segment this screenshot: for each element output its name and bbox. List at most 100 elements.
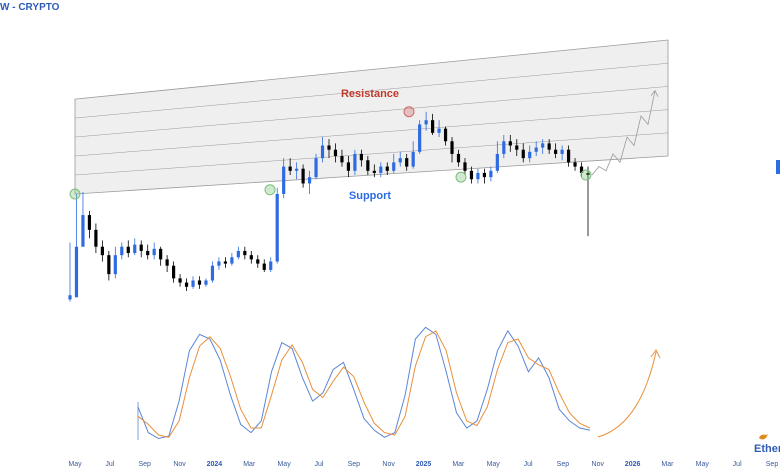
resistance-touch-marker	[403, 106, 415, 118]
candle-body	[320, 145, 325, 159]
x-axis-tick-label: Mar	[452, 461, 465, 468]
candle-body	[515, 145, 519, 150]
candle-body	[314, 158, 318, 178]
channel-inner-line	[74, 62, 669, 119]
x-axis-tick-label: Mar	[243, 461, 256, 468]
stoch-projection-curve	[597, 351, 657, 438]
x-axis-tick-label: Nov	[173, 461, 186, 468]
candle-body	[94, 229, 98, 247]
candle-layer	[68, 111, 590, 302]
channel-inner-line	[74, 109, 669, 157]
candle-body	[372, 170, 376, 173]
x-axis-tick-label: Sep	[766, 461, 779, 468]
candle-body	[405, 158, 409, 167]
candle-body	[184, 282, 189, 287]
candle-body	[230, 257, 234, 264]
candle-body	[379, 166, 383, 173]
edge-candle-fragment	[776, 160, 780, 174]
candle-body	[560, 149, 564, 154]
candle-body	[463, 162, 467, 171]
support-touch-marker	[264, 184, 276, 196]
candle-body	[100, 246, 104, 256]
channel-inner-line	[74, 86, 669, 138]
candle-body	[579, 166, 584, 173]
candle-body	[554, 149, 558, 154]
x-axis-tick-label: Sep	[348, 461, 361, 468]
chart-header-title: W - CRYPTO	[0, 2, 60, 13]
projection-arrowhead	[650, 89, 659, 97]
x-axis-tick-label: Nov	[592, 461, 605, 468]
support-touch-marker	[455, 171, 467, 183]
candle-body	[282, 166, 286, 194]
x-axis-tick-label: May	[696, 461, 710, 468]
candle-body	[113, 255, 117, 275]
candle-body	[68, 295, 72, 300]
support-touch-marker	[580, 169, 592, 181]
candle-body	[431, 120, 435, 133]
candle-body	[340, 156, 344, 163]
x-axis-tick-label: 2024	[207, 461, 223, 468]
brand-watermark: Ether	[754, 443, 780, 455]
candle-body	[398, 158, 402, 163]
x-axis-tick-label: Jul	[314, 461, 323, 468]
candle-body	[366, 160, 370, 171]
candle-body	[359, 153, 363, 161]
candle-body	[275, 194, 279, 262]
candle-body	[152, 248, 156, 256]
candle-body	[307, 177, 312, 184]
x-axis-tick-label: May	[277, 461, 291, 468]
candle-body	[126, 246, 130, 254]
candle-body	[133, 244, 137, 254]
stochastic-oscillator	[137, 326, 661, 440]
candle-body	[566, 149, 571, 163]
candle-body	[165, 259, 169, 266]
candle-body	[74, 246, 79, 298]
candle-body	[256, 259, 260, 264]
x-axis-tick-label: 2026	[625, 461, 641, 468]
candle-body	[288, 166, 292, 171]
projection-layer	[591, 89, 659, 176]
candle-body	[146, 250, 150, 256]
x-axis: May Jul Sep Nov 2024 Mar May Jul Sep Nov 2025 Mar Ma…	[68, 461, 778, 468]
channel-layer	[74, 39, 669, 195]
candle-body	[541, 143, 545, 148]
candle-body	[204, 280, 208, 285]
x-axis-tick-label: Jul	[733, 461, 742, 468]
candle-body	[385, 166, 389, 171]
candle-body	[159, 248, 163, 260]
stoch-k-line	[137, 326, 591, 440]
candle-body	[139, 244, 143, 251]
candle-body	[521, 149, 525, 159]
channel-band	[74, 39, 669, 195]
candle-body	[191, 280, 195, 287]
candle-body	[443, 128, 448, 142]
x-axis-tick-label: Mar	[661, 461, 674, 468]
x-axis-tick-label: Sep	[138, 461, 151, 468]
candle-body	[107, 255, 111, 275]
marker-layer	[69, 106, 592, 200]
candle-body	[210, 265, 215, 281]
candle-body	[327, 145, 331, 150]
stoch-projection-arrowhead	[650, 349, 661, 359]
candle-body	[333, 149, 338, 157]
candle-body	[411, 151, 415, 167]
candle-body	[418, 124, 422, 152]
candle-body	[301, 168, 305, 184]
candle-body	[223, 261, 227, 264]
candle-body	[236, 250, 240, 258]
candle-body	[249, 255, 253, 260]
stoch-d-line	[137, 330, 591, 438]
x-axis-tick-label: Jul	[105, 461, 114, 468]
candle-body	[450, 141, 454, 154]
channel-inner-line	[74, 132, 669, 176]
x-axis-tick-label: Sep	[557, 461, 570, 468]
candle-body	[482, 172, 486, 178]
x-axis-tick-label: Jul	[524, 461, 533, 468]
x-axis-tick-label: 2025	[416, 461, 432, 468]
support-touch-marker	[69, 188, 81, 200]
candle-body	[269, 261, 273, 270]
candle-body	[392, 162, 396, 171]
candle-body	[81, 215, 85, 247]
candle-body	[353, 153, 357, 171]
